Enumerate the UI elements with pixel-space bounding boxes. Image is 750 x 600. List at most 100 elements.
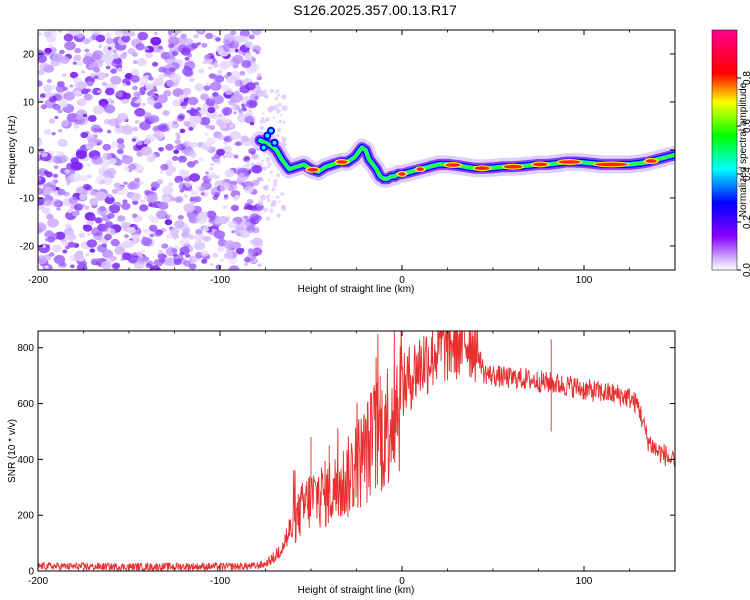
noise-blob [232,54,244,64]
noise-blob [38,97,45,103]
noise-blob [281,204,286,208]
noise-blob [112,49,118,54]
noise-blob [104,52,113,59]
noise-blob [168,43,175,48]
noise-blob [155,153,160,157]
noise-blob [273,179,278,184]
noise-blob [135,43,145,51]
noise-blob [63,91,75,101]
noise-blob [224,252,233,260]
noise-blob [110,141,119,148]
heatmap-y-tick-label: 10 [23,98,35,109]
noise-blob [115,185,127,196]
noise-blob [131,52,138,57]
colorbar-ticks: 0.0 0.2 0.4 0.6 0.8 [737,71,750,277]
noise-blob [244,172,250,177]
noise-blob [143,196,148,200]
noise-blob [104,195,115,205]
noise-blob [239,248,245,252]
noise-blob [158,201,169,210]
noise-blob [247,108,252,112]
noise-blob [92,50,104,60]
noise-blob [74,47,82,54]
noise-blob [104,234,112,241]
noise-blob [81,88,89,95]
noise-blob [248,100,258,108]
noise-blob [280,192,285,196]
noise-blob [126,226,136,234]
noise-blob [132,126,139,132]
noise-blob [186,161,196,168]
chart-title: S126.2025.357.00.13.R17 [293,2,457,18]
noise-blob [184,56,190,61]
noise-blob [278,120,282,124]
noise-blob [248,34,255,40]
noise-blob [216,148,226,156]
noise-blob [275,108,281,114]
noise-blob [198,68,205,74]
noise-blob [86,239,98,248]
colorbar-tick-label: 0.0 [742,263,750,277]
noise-blob [183,194,188,199]
snr-y-tick-label: 200 [17,511,34,522]
noise-blob [274,96,279,101]
noise-blob [193,34,199,39]
noise-blob [174,220,185,229]
noise-blob [232,241,241,249]
noise-blob [143,140,148,145]
snr-y-tick-label: 0 [28,567,34,578]
noise-blob [256,75,263,81]
noise-blob [38,197,45,206]
noise-blob [141,237,152,247]
noise-blob [170,73,182,83]
noise-blob [267,162,272,167]
noise-blob [72,61,77,65]
noise-blob [176,135,181,140]
noise-blob [41,207,51,215]
noise-blob [191,190,198,196]
noise-blob [101,213,106,217]
noise-blob [189,77,195,82]
noise-blob [155,210,168,220]
noise-blob [263,120,266,123]
noise-blob [272,182,278,187]
noise-blob [75,150,87,160]
noise-blob [159,169,165,174]
noise-blob [38,54,47,63]
noise-blob [193,196,202,203]
heatmap-y-ticks: -20 -10 0 10 20 [20,50,675,253]
noise-blob [83,93,93,101]
noise-blob [43,199,52,207]
noise-blob [252,179,260,186]
noise-blob [104,32,112,39]
colorbar-tick-label: 0.2 [742,215,750,229]
noise-blob [247,229,253,234]
noise-blob [213,75,224,84]
noise-blob [110,68,117,74]
ridge-onset-core [272,140,277,145]
noise-blob [106,129,112,134]
noise-blob [281,105,288,112]
noise-blob [112,53,120,60]
noise-blob [220,258,224,262]
noise-blob [73,203,84,211]
noise-blob [263,89,267,94]
noise-blob [230,70,241,80]
noise-blob [90,124,102,133]
noise-blob [230,204,239,212]
noise-blob [280,114,283,117]
noise-blob [195,239,202,245]
noise-blob [55,231,66,240]
ridge-hot-red [558,160,581,164]
noise-blob [104,221,114,228]
noise-blob [122,82,127,87]
noise-blob [228,123,235,129]
noise-blob [131,233,140,240]
signal-ridge [251,126,675,188]
noise-blob [115,91,123,98]
ridge-hot-red [336,160,348,164]
noise-blob [174,139,181,145]
noise-blob [131,213,138,219]
snr-panel: -200 -100 0 100 0 200 400 600 800 Height of str… [7,330,676,596]
noise-blob [178,169,190,179]
